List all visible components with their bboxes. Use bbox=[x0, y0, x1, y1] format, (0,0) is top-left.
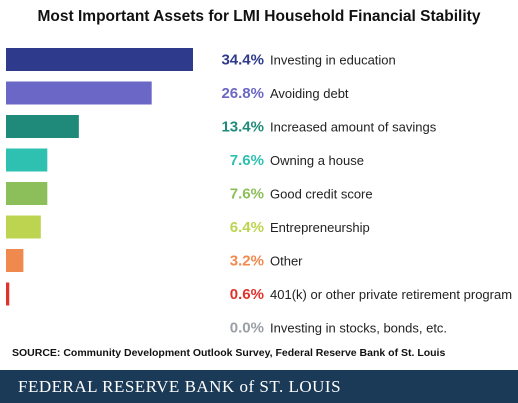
value-label-4: 7.6% bbox=[230, 152, 264, 169]
category-label-8: 401(k) or other private retirement progr… bbox=[270, 287, 512, 302]
bar-7 bbox=[6, 249, 24, 272]
value-label-5: 7.6% bbox=[230, 186, 264, 203]
value-label-8: 0.6% bbox=[230, 286, 264, 303]
category-label-7: Other bbox=[270, 254, 303, 269]
category-label-9: Investing in stocks, bonds, etc. bbox=[270, 321, 447, 336]
category-label-1: Investing in education bbox=[270, 53, 396, 68]
value-label-2: 26.8% bbox=[221, 85, 264, 102]
category-label-2: Avoiding debt bbox=[270, 86, 349, 101]
source-note: SOURCE: Community Development Outlook Su… bbox=[12, 347, 446, 359]
value-label-6: 6.4% bbox=[230, 219, 264, 236]
bar-3 bbox=[6, 115, 79, 138]
footer-banner: FEDERAL RESERVE BANK of ST. LOUIS bbox=[0, 370, 518, 403]
value-label-9: 0.0% bbox=[230, 320, 264, 337]
bar-6 bbox=[6, 215, 41, 239]
value-label-1: 34.4% bbox=[221, 52, 264, 69]
chart-title: Most Important Assets for LMI Household … bbox=[37, 8, 481, 25]
category-label-4: Owning a house bbox=[270, 153, 364, 168]
bar-chart: 34.4% Investing in education 26.8% Avoiding… bbox=[6, 48, 512, 337]
value-label-7: 3.2% bbox=[230, 253, 264, 270]
bar-2 bbox=[6, 81, 152, 105]
category-label-5: Good credit score bbox=[270, 187, 373, 202]
category-label-6: Entrepreneurship bbox=[270, 220, 370, 235]
bar-8 bbox=[6, 282, 10, 306]
value-label-3: 13.4% bbox=[221, 119, 264, 136]
bar-5 bbox=[6, 182, 48, 205]
footer-brand: FEDERAL RESERVE BANK of ST. LOUIS bbox=[18, 377, 342, 396]
category-label-3: Increased amount of savings bbox=[270, 120, 437, 135]
bar-4 bbox=[6, 148, 48, 172]
bar-1 bbox=[6, 48, 193, 71]
